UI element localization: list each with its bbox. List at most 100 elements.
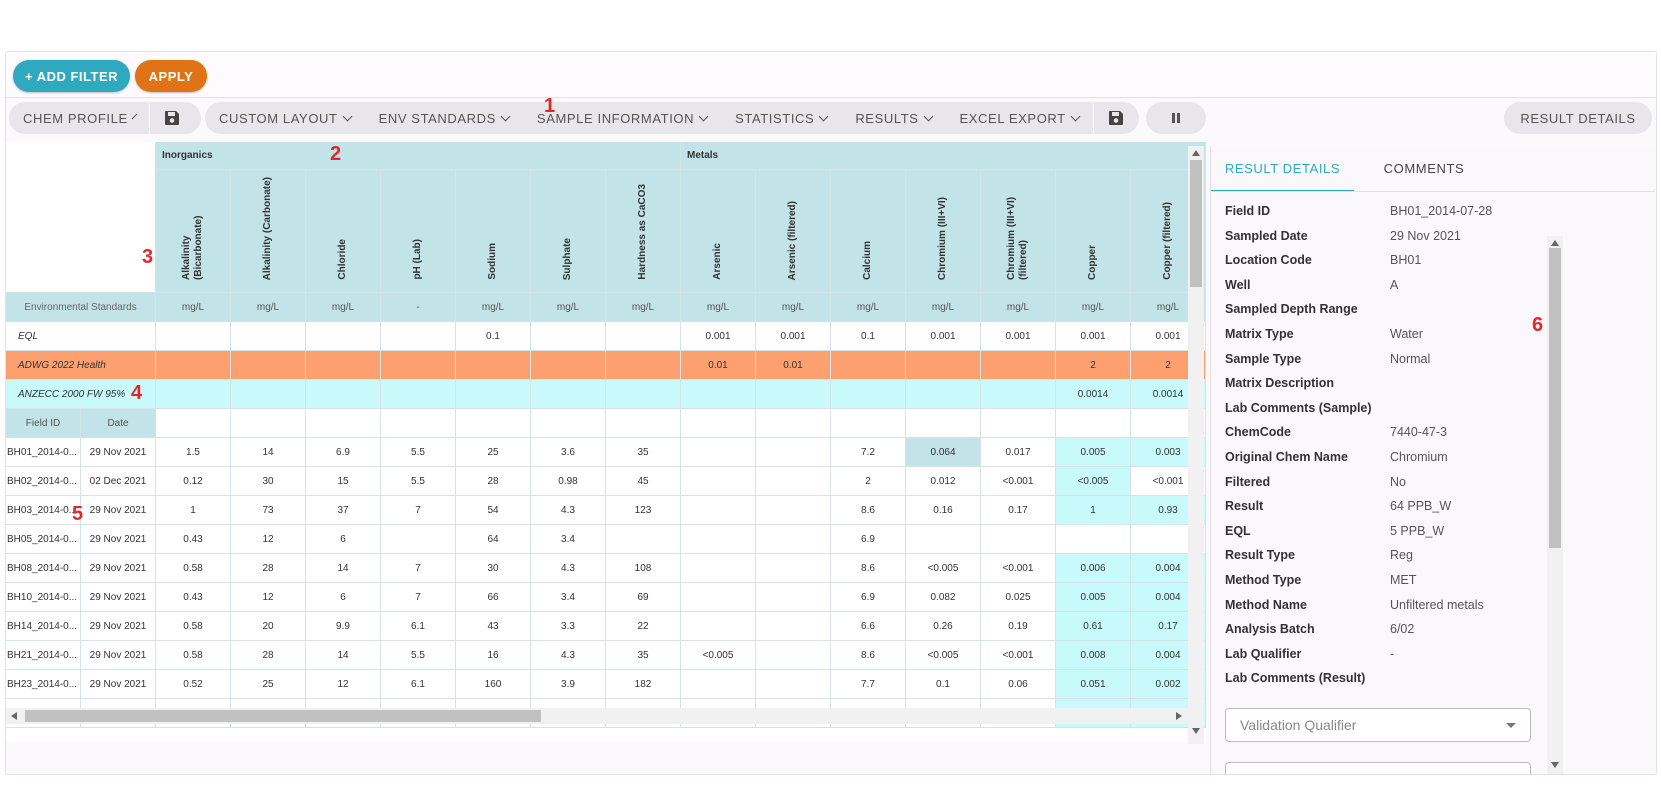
result-cell[interactable]: 4.3 — [531, 641, 606, 670]
scroll-down-icon[interactable] — [1192, 728, 1200, 734]
result-cell[interactable]: 0.1 — [906, 670, 981, 699]
result-cell[interactable] — [756, 496, 831, 525]
result-cell[interactable] — [381, 525, 456, 554]
result-cell[interactable]: 7.7 — [831, 670, 906, 699]
grid-vertical-scrollbar[interactable] — [1188, 146, 1204, 744]
result-cell[interactable]: 4.3 — [531, 496, 606, 525]
column-header[interactable]: Calcium — [831, 170, 906, 293]
result-cell[interactable]: 28 — [231, 641, 306, 670]
scroll-left-icon[interactable] — [11, 712, 17, 720]
pause-button[interactable] — [1146, 102, 1206, 134]
result-cell[interactable]: 0.017 — [981, 438, 1056, 467]
result-cell[interactable] — [681, 438, 756, 467]
result-cell[interactable]: 37 — [306, 496, 381, 525]
result-cell[interactable]: 30 — [231, 467, 306, 496]
result-cell[interactable] — [981, 525, 1056, 554]
result-cell[interactable]: 0.58 — [156, 612, 231, 641]
result-cell[interactable]: 28 — [231, 554, 306, 583]
column-header[interactable]: Chromium (III+VI) (filtered) — [981, 170, 1056, 293]
scroll-up-icon[interactable] — [1551, 240, 1559, 246]
result-cell[interactable]: 2 — [831, 467, 906, 496]
column-header[interactable]: Alkalinity (Carbonate) — [231, 170, 306, 293]
result-cell[interactable]: <0.005 — [1056, 467, 1131, 496]
result-cell[interactable]: 182 — [606, 670, 681, 699]
result-cell[interactable] — [756, 467, 831, 496]
result-cell[interactable]: 160 — [456, 670, 531, 699]
result-cell[interactable]: 0.008 — [1056, 641, 1131, 670]
column-header[interactable]: Arsenic — [681, 170, 756, 293]
result-cell[interactable]: 0.26 — [906, 612, 981, 641]
scroll-up-icon[interactable] — [1192, 150, 1200, 156]
result-cell[interactable]: 35 — [606, 641, 681, 670]
result-cell[interactable]: 45 — [606, 467, 681, 496]
result-cell[interactable]: 0.006 — [1056, 554, 1131, 583]
result-cell[interactable]: 3.9 — [531, 670, 606, 699]
result-cell[interactable]: 0.43 — [156, 525, 231, 554]
result-cell[interactable]: 1.5 — [156, 438, 231, 467]
result-cell[interactable]: 108 — [606, 554, 681, 583]
result-cell[interactable]: 0.012 — [906, 467, 981, 496]
row-field-id[interactable]: BH23_2014-0... — [6, 670, 81, 699]
result-cell[interactable]: 0.52 — [156, 670, 231, 699]
result-cell[interactable]: 54 — [456, 496, 531, 525]
result-cell[interactable] — [681, 467, 756, 496]
statistics-menu[interactable]: STATISTICS — [721, 102, 841, 134]
result-cell[interactable]: 0.064 — [906, 438, 981, 467]
result-cell[interactable]: 1 — [1056, 496, 1131, 525]
result-cell[interactable]: 7.2 — [831, 438, 906, 467]
result-cell[interactable]: 4.3 — [531, 554, 606, 583]
comment-field[interactable] — [1225, 762, 1531, 774]
column-header[interactable]: Copper — [1056, 170, 1131, 293]
result-cell[interactable] — [681, 612, 756, 641]
result-cell[interactable]: 0.082 — [906, 583, 981, 612]
result-cell[interactable]: 0.19 — [981, 612, 1056, 641]
result-cell[interactable] — [756, 612, 831, 641]
result-cell[interactable]: 15 — [306, 467, 381, 496]
result-cell[interactable]: <0.005 — [906, 641, 981, 670]
result-cell[interactable]: 64 — [456, 525, 531, 554]
column-header[interactable]: Chloride — [306, 170, 381, 293]
row-field-id[interactable]: BH01_2014-0... — [6, 438, 81, 467]
column-header[interactable]: Chromium (III+VI) — [906, 170, 981, 293]
result-cell[interactable]: 30 — [456, 554, 531, 583]
result-cell[interactable]: 7 — [381, 583, 456, 612]
sample-information-menu[interactable]: SAMPLE INFORMATION — [523, 102, 721, 134]
row-field-id[interactable]: BH08_2014-0... — [6, 554, 81, 583]
result-cell[interactable]: 12 — [306, 670, 381, 699]
result-cell[interactable]: 73 — [231, 496, 306, 525]
result-cell[interactable]: 25 — [456, 438, 531, 467]
result-cell[interactable]: 123 — [606, 496, 681, 525]
result-cell[interactable]: 3.3 — [531, 612, 606, 641]
validation-qualifier-select[interactable]: Validation Qualifier — [1225, 708, 1531, 742]
result-cell[interactable] — [756, 583, 831, 612]
result-cell[interactable]: 6 — [306, 583, 381, 612]
row-field-id[interactable]: BH02_2014-0... — [6, 467, 81, 496]
result-cell[interactable] — [681, 554, 756, 583]
result-cell[interactable]: 35 — [606, 438, 681, 467]
result-cell[interactable]: 0.12 — [156, 467, 231, 496]
result-cell[interactable]: 3.4 — [531, 583, 606, 612]
result-cell[interactable]: 6.9 — [306, 438, 381, 467]
result-cell[interactable]: <0.001 — [981, 467, 1056, 496]
result-cell[interactable]: 0.43 — [156, 583, 231, 612]
column-header[interactable]: Sulphate — [531, 170, 606, 293]
result-cell[interactable]: 0.58 — [156, 554, 231, 583]
date-header[interactable]: Date — [81, 409, 156, 438]
result-cell[interactable]: 5.5 — [381, 438, 456, 467]
result-cell[interactable]: 6.1 — [381, 612, 456, 641]
result-cell[interactable] — [681, 525, 756, 554]
result-details-toggle[interactable]: RESULT DETAILS — [1504, 102, 1652, 134]
result-cell[interactable]: 3.4 — [531, 525, 606, 554]
result-cell[interactable]: 6 — [306, 525, 381, 554]
panel-scrollbar[interactable] — [1547, 236, 1563, 774]
result-cell[interactable]: 0.051 — [1056, 670, 1131, 699]
result-cell[interactable]: 0.005 — [1056, 583, 1131, 612]
result-cell[interactable]: 0.58 — [156, 641, 231, 670]
result-cell[interactable]: 0.025 — [981, 583, 1056, 612]
custom-layout-menu[interactable]: CUSTOM LAYOUT — [205, 102, 365, 134]
tab-comments[interactable]: COMMENTS — [1383, 160, 1465, 176]
result-cell[interactable]: 5.5 — [381, 641, 456, 670]
result-cell[interactable] — [681, 583, 756, 612]
grid-horizontal-scrollbar[interactable] — [6, 708, 1188, 724]
result-cell[interactable]: 6.9 — [831, 583, 906, 612]
